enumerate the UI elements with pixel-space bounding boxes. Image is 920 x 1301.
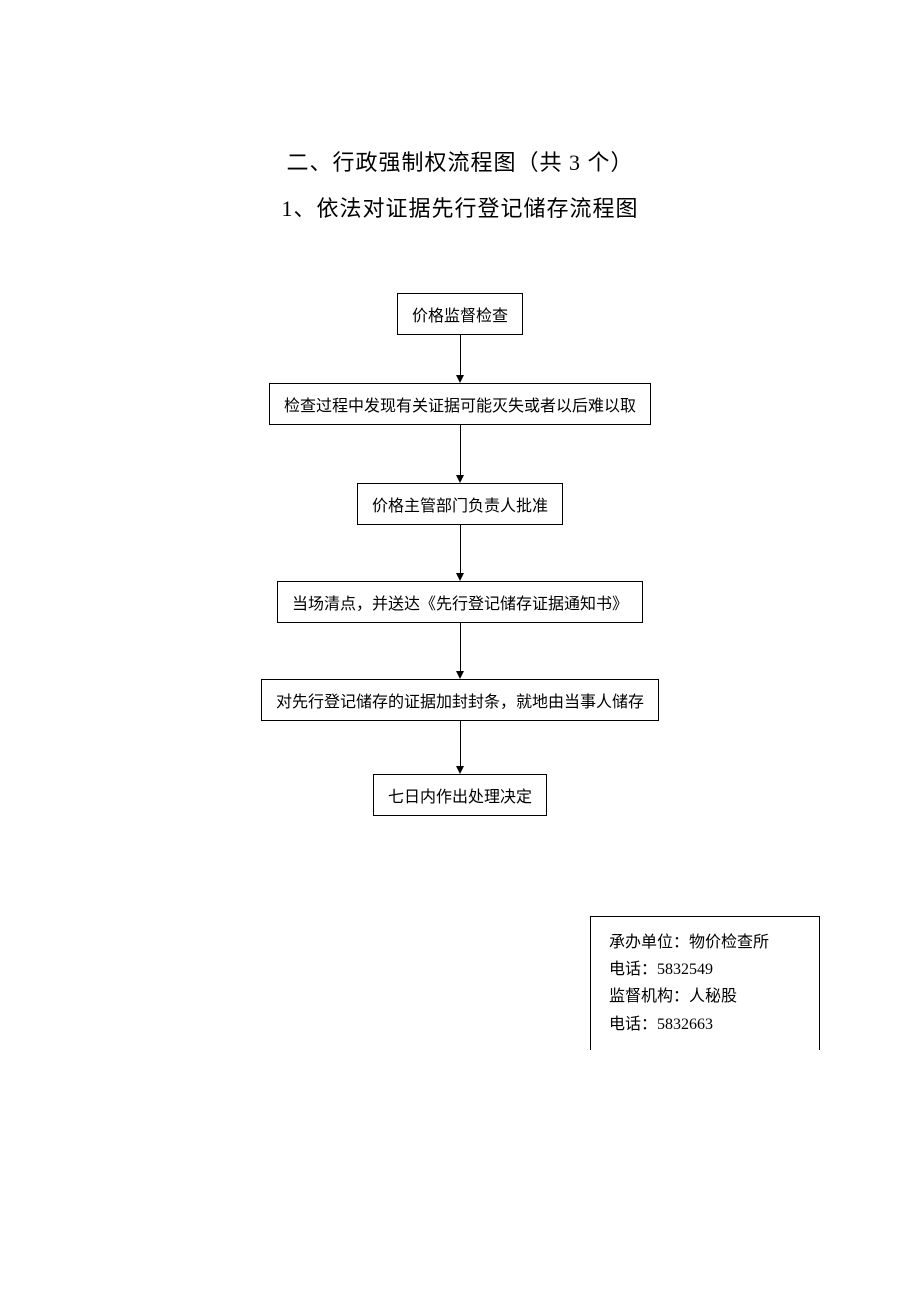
sub-title: 1、依法对证据先行登记储存流程图: [0, 191, 920, 223]
flowchart-node: 价格主管部门负责人批准: [357, 483, 563, 525]
flowchart-arrow: [456, 335, 464, 383]
info-line: 承办单位：物价检查所: [609, 929, 801, 956]
info-line: 监督机构：人秘股: [609, 983, 801, 1010]
flowchart-arrow: [456, 721, 464, 774]
flowchart-node: 检查过程中发现有关证据可能灭失或者以后难以取: [269, 383, 651, 425]
flowchart-arrow: [456, 623, 464, 679]
flowchart-node: 七日内作出处理决定: [373, 774, 547, 816]
info-line: 电话：5832663: [609, 1011, 801, 1038]
flowchart: 价格监督检查检查过程中发现有关证据可能灭失或者以后难以取价格主管部门负责人批准当…: [0, 293, 920, 816]
info-line: 电话：5832549: [609, 956, 801, 983]
flowchart-node: 当场清点，并送达《先行登记储存证据通知书》: [277, 581, 643, 623]
flowchart-node: 对先行登记储存的证据加封封条，就地由当事人储存: [261, 679, 659, 721]
flowchart-arrow: [456, 525, 464, 581]
info-box: 承办单位：物价检查所电话：5832549监督机构：人秘股电话：5832663: [590, 916, 820, 1050]
flowchart-node: 价格监督检查: [397, 293, 523, 335]
title-section: 二、行政强制权流程图（共 3 个） 1、依法对证据先行登记储存流程图: [0, 145, 920, 223]
main-title: 二、行政强制权流程图（共 3 个）: [0, 145, 920, 177]
flowchart-arrow: [456, 425, 464, 483]
